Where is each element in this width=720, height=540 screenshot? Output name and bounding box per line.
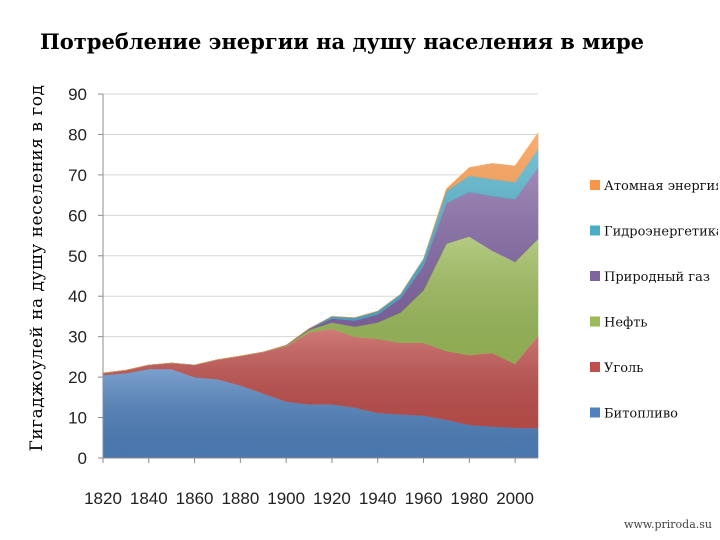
y-tick-label-80: 80 <box>68 125 87 144</box>
y-tick-label-0: 0 <box>78 449 87 468</box>
legend-label-2: Природный газ <box>604 270 710 285</box>
y-tick-label-10: 10 <box>68 409 87 428</box>
y-tick-label-40: 40 <box>68 287 87 306</box>
x-tick-label-1840: 1840 <box>130 489 168 508</box>
x-tick-label-2000: 2000 <box>496 489 534 508</box>
x-tick-label-1860: 1860 <box>176 489 214 508</box>
y-tick-label-30: 30 <box>68 328 87 347</box>
legend: Атомная энергия Гидроэнергетика Природный … <box>590 179 720 422</box>
legend-label-3: Нефть <box>604 316 647 331</box>
legend-swatch-5 <box>590 407 600 418</box>
x-tick-label-1960: 1960 <box>405 489 443 508</box>
x-tick-label-1880: 1880 <box>221 489 259 508</box>
y-tick-labels: 0 10 20 30 40 50 60 70 80 90 <box>68 85 87 468</box>
area-series <box>102 132 539 459</box>
y-tick-label-20: 20 <box>68 368 87 387</box>
legend-swatch-1 <box>590 225 600 236</box>
legend-label-5: Битопливо <box>604 407 678 422</box>
y-tick-label-70: 70 <box>68 166 87 185</box>
area-shade-series-2 <box>103 236 538 374</box>
source-label: www.priroda.su <box>624 518 712 531</box>
y-tick-label-60: 60 <box>68 206 87 225</box>
y-tick-label-50: 50 <box>68 247 87 266</box>
x-tick-labels: 1820 1840 1860 1880 1900 1920 1940 1960 1980 2000 <box>84 489 534 508</box>
axes <box>98 93 538 463</box>
y-axis-label: Гигаджоулей на душу неселения в год <box>27 85 47 452</box>
chart-title: Потребление энергии на душу населения в … <box>40 29 644 54</box>
legend-swatch-2 <box>590 271 600 281</box>
x-tick-label-1920: 1920 <box>313 489 351 508</box>
x-tick-label-1820: 1820 <box>84 489 122 508</box>
legend-label-1: Гидроэнергетика <box>604 225 720 240</box>
legend-swatch-4 <box>590 362 600 372</box>
legend-label-4: Уголь <box>604 361 643 376</box>
area-shade-series-0 <box>103 369 538 458</box>
x-tick-label-1940: 1940 <box>359 489 397 508</box>
x-tick-label-1900: 1900 <box>267 489 305 508</box>
legend-label-0: Атомная энергия <box>604 179 720 194</box>
y-tick-label-90: 90 <box>68 85 87 104</box>
x-tick-label-1980: 1980 <box>450 489 488 508</box>
area-shade-series-1 <box>103 328 538 429</box>
legend-swatch-3 <box>590 316 600 327</box>
legend-swatch-0 <box>590 180 600 190</box>
